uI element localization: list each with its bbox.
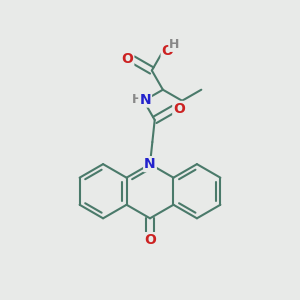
Text: O: O bbox=[162, 44, 173, 58]
Text: H: H bbox=[169, 38, 179, 51]
Text: O: O bbox=[173, 102, 185, 116]
Text: N: N bbox=[144, 157, 156, 171]
Text: O: O bbox=[144, 233, 156, 247]
Text: O: O bbox=[122, 52, 133, 67]
Text: H: H bbox=[132, 93, 142, 106]
Text: N: N bbox=[139, 93, 151, 106]
